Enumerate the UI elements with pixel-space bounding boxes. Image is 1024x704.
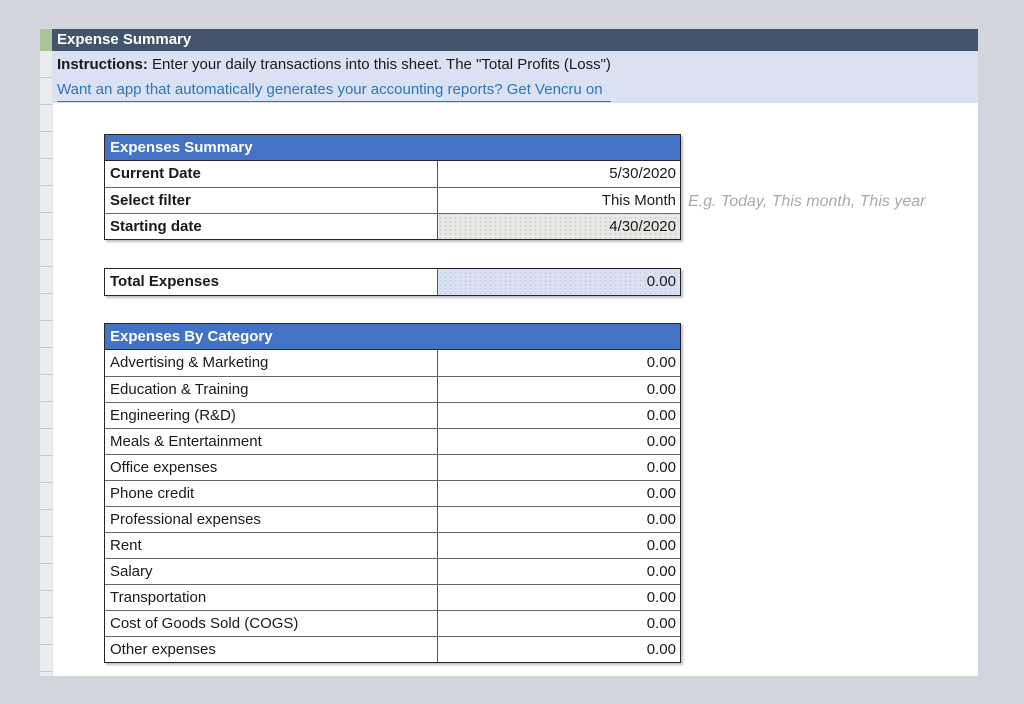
category-value-cell[interactable]: 0.00 [437,559,680,584]
total-expenses-table: Total Expenses 0.00 [104,268,681,296]
current-date-label-cell[interactable]: Current Date [110,165,201,182]
category-value-cell[interactable]: 0.00 [437,350,680,376]
link-cell: Want an app that automatically generates… [57,79,611,103]
table-row: Meals & Entertainment 0.00 [105,428,680,454]
table-row: Phone credit 0.00 [105,480,680,506]
category-label-cell[interactable]: Cost of Goods Sold (COGS) [110,615,299,632]
vencru-link[interactable]: Want an app that automatically generates… [57,79,611,102]
category-value-cell[interactable]: 0.00 [437,507,680,532]
instructions-band: Instructions: Enter your daily transacti… [52,51,978,103]
category-value-cell[interactable]: 0.00 [437,533,680,558]
category-label-cell[interactable]: Other expenses [110,641,216,658]
category-value-cell[interactable]: 0.00 [437,377,680,402]
category-value-cell[interactable]: 0.00 [437,429,680,454]
category-label-cell[interactable]: Phone credit [110,485,195,502]
category-label-cell[interactable]: Office expenses [110,459,218,476]
table-row: Education & Training 0.00 [105,376,680,402]
table-row: Total Expenses 0.00 [105,269,680,295]
category-value-cell[interactable]: 0.00 [437,403,680,428]
category-value-cell[interactable]: 0.00 [437,481,680,506]
expenses-by-category-header[interactable]: Expenses By Category [105,324,680,350]
table-row: Salary 0.00 [105,558,680,584]
select-filter-value-cell[interactable]: This Month [437,188,680,213]
table-row: Select filter This Month [105,187,680,213]
instructions-text: Enter your daily transactions into this … [147,56,611,73]
table-row: Advertising & Marketing 0.00 [105,350,680,376]
table-row: Current Date 5/30/2020 [105,161,680,187]
category-label-cell[interactable]: Advertising & Marketing [110,354,269,371]
expenses-summary-header[interactable]: Expenses Summary [105,135,680,161]
table-row: Office expenses 0.00 [105,454,680,480]
table-row: Other expenses 0.00 [105,636,680,662]
category-value-cell[interactable]: 0.00 [437,455,680,480]
green-accent-cell [40,29,52,51]
category-value-cell[interactable]: 0.00 [437,611,680,636]
category-label-cell[interactable]: Salary [110,563,153,580]
starting-date-label-cell[interactable]: Starting date [110,218,202,235]
table-row: Starting date 4/30/2020 [105,213,680,239]
instructions-label: Instructions: [57,56,148,73]
expenses-summary-table: Expenses Summary Current Date 5/30/2020 … [104,134,681,240]
instructions-cell[interactable]: Instructions: Enter your daily transacti… [57,51,611,79]
starting-date-value-cell[interactable]: 4/30/2020 [437,214,680,239]
sheet-title-cell[interactable]: Expense Summary [52,29,978,51]
table-row: Engineering (R&D) 0.00 [105,402,680,428]
category-value-cell[interactable]: 0.00 [437,637,680,662]
table-row: Rent 0.00 [105,532,680,558]
select-filter-label-cell[interactable]: Select filter [110,192,191,209]
category-label-cell[interactable]: Professional expenses [110,511,261,528]
table-row: Professional expenses 0.00 [105,506,680,532]
expenses-by-category-table: Expenses By Category Advertising & Marke… [104,323,681,663]
category-label-cell[interactable]: Meals & Entertainment [110,433,262,450]
table-row: Cost of Goods Sold (COGS) 0.00 [105,610,680,636]
category-label-cell[interactable]: Rent [110,537,142,554]
current-date-value-cell[interactable]: 5/30/2020 [437,161,680,187]
total-expenses-label-cell[interactable]: Total Expenses [110,273,219,290]
filter-hint-text: E.g. Today, This month, This year [688,193,926,210]
total-expenses-value-cell[interactable]: 0.00 [437,269,680,295]
category-label-cell[interactable]: Transportation [110,589,207,606]
category-label-cell[interactable]: Engineering (R&D) [110,407,236,424]
table-row: Transportation 0.00 [105,584,680,610]
row-gutter [40,51,53,676]
category-label-cell[interactable]: Education & Training [110,381,249,398]
category-value-cell[interactable]: 0.00 [437,585,680,610]
